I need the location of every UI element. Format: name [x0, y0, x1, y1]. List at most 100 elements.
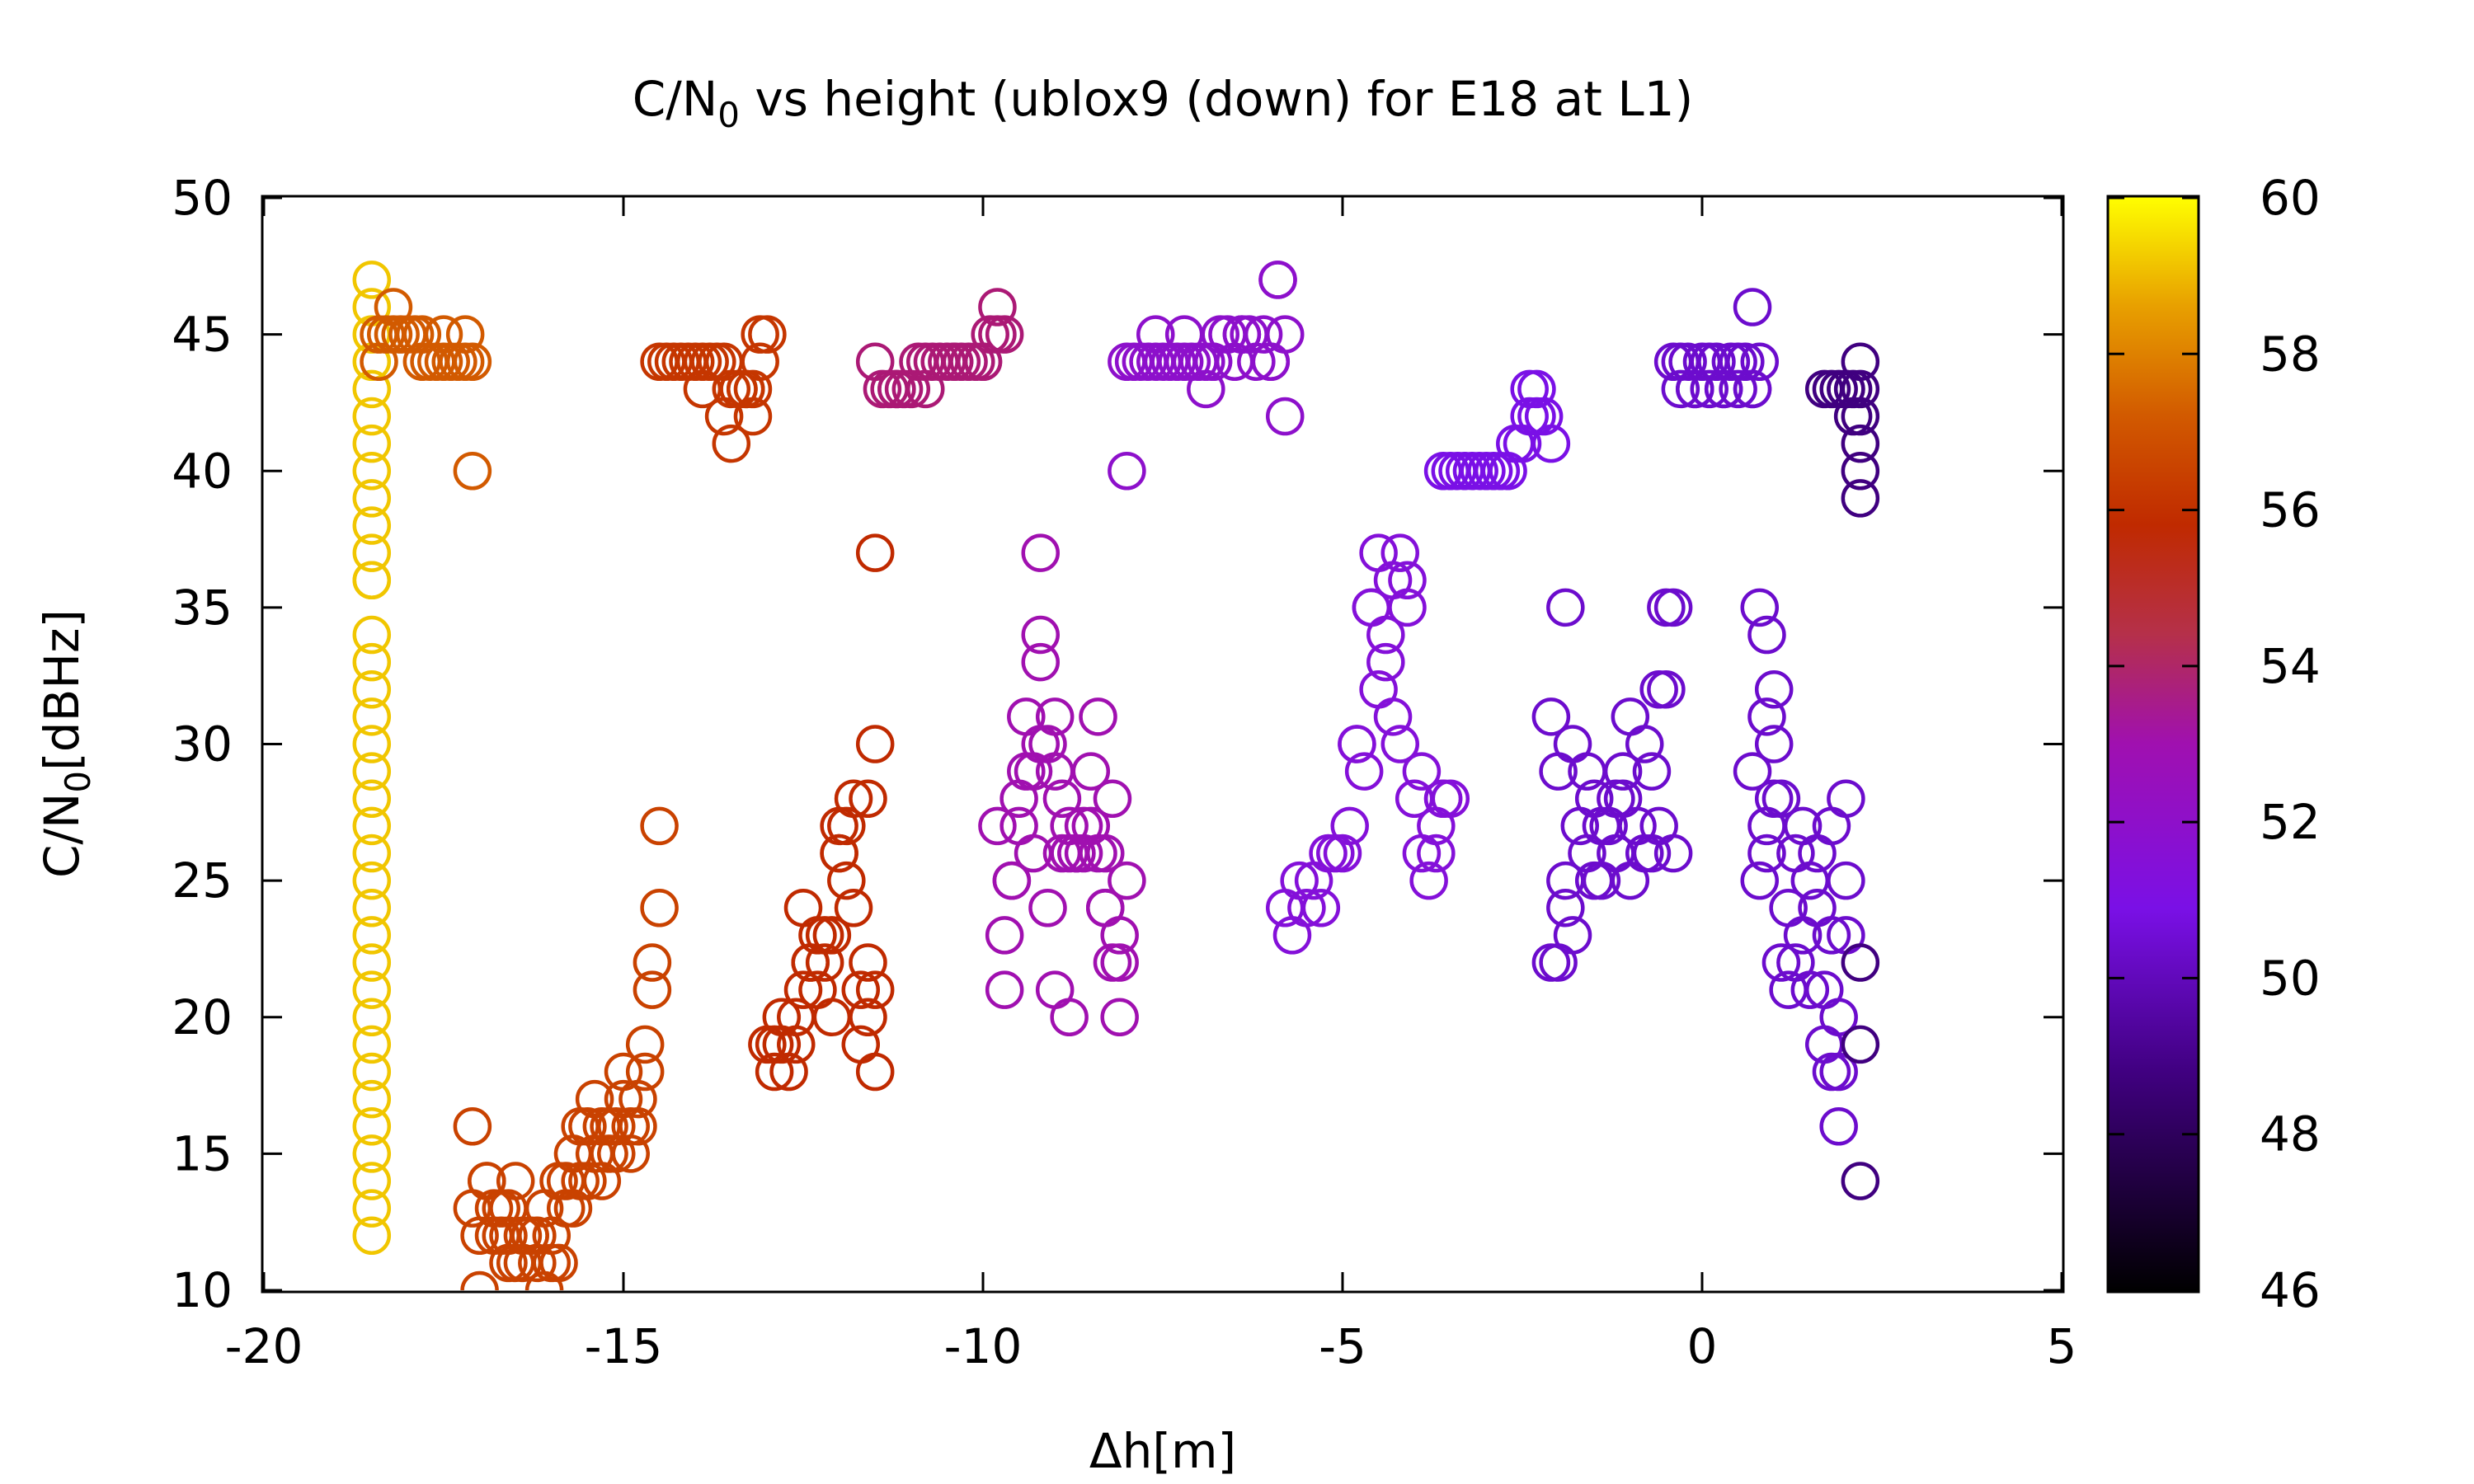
data-point [1754, 725, 1794, 763]
data-point [855, 725, 895, 763]
data-point [1639, 670, 1678, 709]
data-point [1841, 943, 1880, 982]
data-point [1553, 916, 1592, 955]
data-point [352, 1134, 392, 1173]
data-point [633, 970, 672, 1009]
data-point [510, 1216, 549, 1255]
data-point [352, 998, 392, 1036]
data-point [1841, 479, 1880, 518]
data-point [453, 452, 492, 491]
data-point [352, 916, 392, 955]
data-point [1164, 315, 1204, 354]
data-point [1258, 261, 1297, 299]
data-point [777, 1025, 816, 1064]
data-points [352, 261, 1880, 1290]
data-point [453, 342, 492, 381]
data-point [352, 479, 392, 518]
data-point [1531, 697, 1571, 736]
data-point [985, 315, 1024, 354]
data-point [1035, 752, 1075, 791]
data-point [568, 1162, 607, 1200]
x-tick-label: -10 [944, 1318, 1023, 1374]
data-point [1108, 452, 1146, 491]
data-point [352, 697, 392, 736]
data-point [1344, 752, 1384, 791]
data-point [1740, 861, 1780, 900]
data-point [1050, 834, 1089, 873]
data-point [905, 369, 945, 409]
data-point [1050, 998, 1089, 1036]
data-point [1690, 369, 1729, 409]
data-point [352, 1107, 392, 1146]
data-point [618, 1107, 657, 1146]
colorbar [2106, 195, 2200, 1294]
data-point [1028, 889, 1067, 928]
data-point [985, 970, 1024, 1009]
data-point [963, 342, 1003, 381]
data-point [352, 806, 392, 846]
data-point [934, 342, 974, 381]
data-point [1812, 1052, 1851, 1092]
data-point [1380, 725, 1420, 763]
colorbar-tick-label: 60 [2260, 170, 2321, 226]
data-point [352, 506, 392, 545]
data-point [992, 861, 1032, 900]
x-tick-label: -20 [225, 1318, 303, 1374]
y-tick-label: 15 [172, 1125, 233, 1181]
data-point [1316, 834, 1355, 873]
data-point [625, 1025, 665, 1064]
data-point [1280, 861, 1319, 900]
data-point [1423, 779, 1463, 818]
data-point [1510, 369, 1549, 409]
data-point [1603, 779, 1643, 818]
data-point [1647, 588, 1686, 627]
data-point [568, 1107, 607, 1146]
data-point [812, 998, 852, 1036]
data-point [482, 1216, 521, 1255]
data-point [539, 1243, 578, 1283]
data-point [849, 779, 887, 818]
data-point [1733, 288, 1772, 326]
data-point [985, 916, 1024, 955]
data-point [1833, 397, 1873, 436]
data-point [1417, 834, 1456, 873]
data-point [453, 1107, 492, 1146]
data-point [1819, 1107, 1858, 1146]
data-point [1776, 834, 1815, 873]
data-point [849, 943, 887, 982]
data-point [352, 725, 392, 763]
data-point [352, 397, 392, 436]
data-point [1754, 670, 1794, 709]
data-point [1574, 861, 1614, 900]
data-point [726, 369, 765, 409]
data-point [618, 1079, 657, 1119]
data-point [1568, 752, 1606, 791]
data-point [1841, 369, 1880, 409]
data-point [877, 369, 916, 409]
data-point [1827, 779, 1865, 818]
data-point [978, 806, 1017, 846]
data-point [1402, 752, 1442, 791]
data-point [468, 1162, 506, 1200]
data-point [1632, 752, 1672, 791]
x-tick-label: -5 [1319, 1318, 1366, 1374]
data-point [1042, 779, 1082, 818]
data-point [855, 970, 895, 1009]
data-point [1653, 834, 1693, 873]
data-point [1812, 916, 1851, 955]
colorbar-ticks: 46 48 50 52 54 56 58 60 [2108, 170, 2321, 1318]
data-point [827, 861, 866, 900]
y-tick-label: 10 [172, 1262, 233, 1318]
y-tick-label: 35 [172, 580, 233, 636]
data-point [1244, 315, 1283, 354]
data-point [683, 369, 722, 409]
data-point [1187, 369, 1225, 409]
data-point [352, 369, 392, 409]
x-axis: -20 -15 -10 -5 0 5 [225, 196, 2077, 1374]
data-point [352, 970, 392, 1009]
data-point [1733, 369, 1772, 409]
data-point [582, 1162, 622, 1200]
data-point [1740, 588, 1780, 627]
data-point [496, 1162, 535, 1200]
data-point [1287, 889, 1326, 928]
